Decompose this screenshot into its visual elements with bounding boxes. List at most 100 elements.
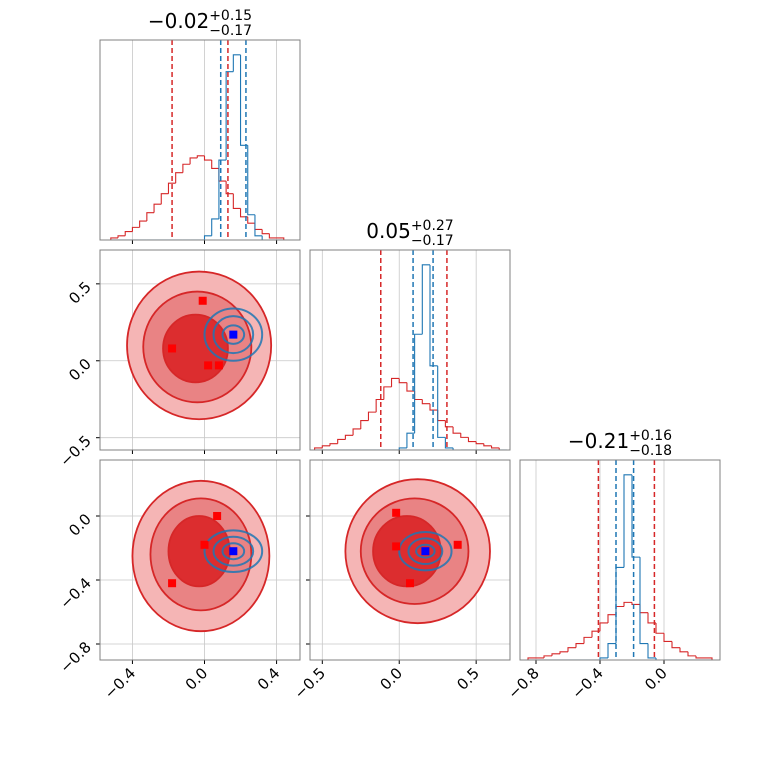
hist-bin bbox=[639, 604, 648, 614]
contour bbox=[203, 529, 264, 574]
hist-bin bbox=[321, 445, 330, 448]
hist-bin bbox=[344, 434, 354, 440]
title-minus: −0.18 bbox=[629, 443, 672, 459]
y-tick-label: −0.5 bbox=[56, 432, 94, 470]
hist-bin bbox=[615, 605, 624, 615]
contour bbox=[203, 307, 264, 362]
y-tick-label: 0.0 bbox=[65, 355, 95, 385]
hist-bin bbox=[268, 233, 277, 239]
histograms bbox=[110, 54, 285, 240]
hist-bin bbox=[211, 218, 219, 236]
hist-bin bbox=[444, 420, 454, 428]
marker bbox=[168, 579, 177, 588]
hist-bin bbox=[452, 426, 461, 434]
hist-bin bbox=[452, 447, 461, 450]
hist-bin bbox=[261, 229, 270, 235]
hist-bin bbox=[276, 237, 285, 240]
histograms bbox=[314, 264, 507, 450]
hist-bin bbox=[591, 630, 600, 638]
hist-bin bbox=[599, 657, 608, 660]
hist-bin bbox=[160, 193, 169, 205]
title-value: −0.21 bbox=[568, 429, 629, 453]
hist-bin bbox=[460, 433, 469, 438]
contour bbox=[398, 531, 453, 572]
hist-bin bbox=[196, 155, 205, 158]
hist-bin bbox=[623, 474, 632, 568]
hist-bin bbox=[153, 203, 162, 213]
marker bbox=[229, 547, 238, 556]
contour bbox=[212, 315, 255, 355]
hist-bin bbox=[551, 653, 560, 656]
marker bbox=[198, 296, 207, 305]
hist-bin bbox=[254, 214, 263, 237]
marker bbox=[392, 542, 401, 551]
hist-bin bbox=[337, 438, 346, 444]
hist-bin bbox=[575, 642, 584, 648]
hist-bin bbox=[247, 145, 255, 216]
hist-bin bbox=[254, 223, 263, 231]
hist-bin bbox=[203, 155, 212, 161]
hist-bin bbox=[414, 333, 423, 434]
marker bbox=[421, 547, 430, 556]
hist-bin bbox=[218, 159, 227, 219]
hist-bin bbox=[543, 655, 552, 658]
title-plus: +0.27 bbox=[411, 218, 454, 234]
hist-bin bbox=[167, 182, 176, 194]
hist-bin bbox=[421, 264, 430, 335]
hist-bin bbox=[567, 647, 576, 652]
histograms bbox=[527, 474, 713, 660]
hist-bin bbox=[367, 411, 377, 421]
title-value: 0.05 bbox=[366, 219, 411, 243]
hist-bin bbox=[131, 226, 140, 232]
hist-bin bbox=[329, 443, 338, 446]
hist-bin bbox=[110, 237, 119, 240]
panel-frame bbox=[99, 249, 301, 451]
hist-bin bbox=[117, 235, 126, 238]
hist-bin bbox=[671, 641, 680, 649]
hist-bin bbox=[655, 622, 664, 634]
hist-bin bbox=[559, 651, 568, 654]
title-minus: −0.17 bbox=[209, 23, 252, 39]
hist-bin bbox=[414, 391, 423, 401]
marker bbox=[200, 540, 209, 549]
marker bbox=[168, 344, 177, 353]
x-tick-label: 0.0 bbox=[182, 664, 212, 694]
hist-bin bbox=[232, 193, 241, 209]
marker bbox=[392, 508, 401, 517]
hist-bin bbox=[498, 447, 507, 450]
x-tick-label: 0.0 bbox=[376, 664, 406, 694]
contour bbox=[415, 543, 436, 559]
hist-bin bbox=[607, 614, 616, 623]
x-tick-label: 0.0 bbox=[641, 664, 671, 694]
hist-bin bbox=[261, 235, 270, 240]
hist-bin bbox=[647, 643, 656, 659]
marker bbox=[406, 579, 414, 588]
y-tick-label: −0.8 bbox=[56, 638, 94, 676]
panel-title: 0.05+0.27 −0.17 bbox=[366, 218, 453, 249]
hist-bin bbox=[437, 365, 446, 438]
marker bbox=[204, 361, 213, 370]
hist-bin bbox=[232, 54, 241, 72]
y-tick-label: 0.5 bbox=[65, 278, 95, 308]
hist-bin bbox=[527, 657, 536, 660]
contour bbox=[221, 542, 246, 561]
hist-bin bbox=[139, 220, 147, 228]
hist-bin bbox=[647, 612, 656, 624]
hist-bin bbox=[467, 437, 477, 443]
x-tick-label: −0.5 bbox=[291, 664, 329, 702]
y-tick-label: 0.0 bbox=[65, 510, 95, 540]
hist-bin bbox=[406, 382, 415, 392]
hist-bin bbox=[704, 657, 713, 660]
panel-frame bbox=[309, 459, 511, 661]
x-tick-label: −0.4 bbox=[101, 664, 139, 702]
hist-bin bbox=[607, 642, 616, 658]
hist-bin bbox=[639, 557, 648, 645]
hist-bin bbox=[490, 445, 500, 449]
hist-bin bbox=[383, 386, 392, 400]
hist-bin bbox=[695, 655, 704, 659]
hist-bin bbox=[444, 437, 454, 449]
panel-title: −0.02+0.15 −0.17 bbox=[148, 8, 252, 39]
hist-bin bbox=[615, 566, 624, 644]
marker bbox=[229, 330, 238, 339]
contour bbox=[212, 535, 255, 567]
